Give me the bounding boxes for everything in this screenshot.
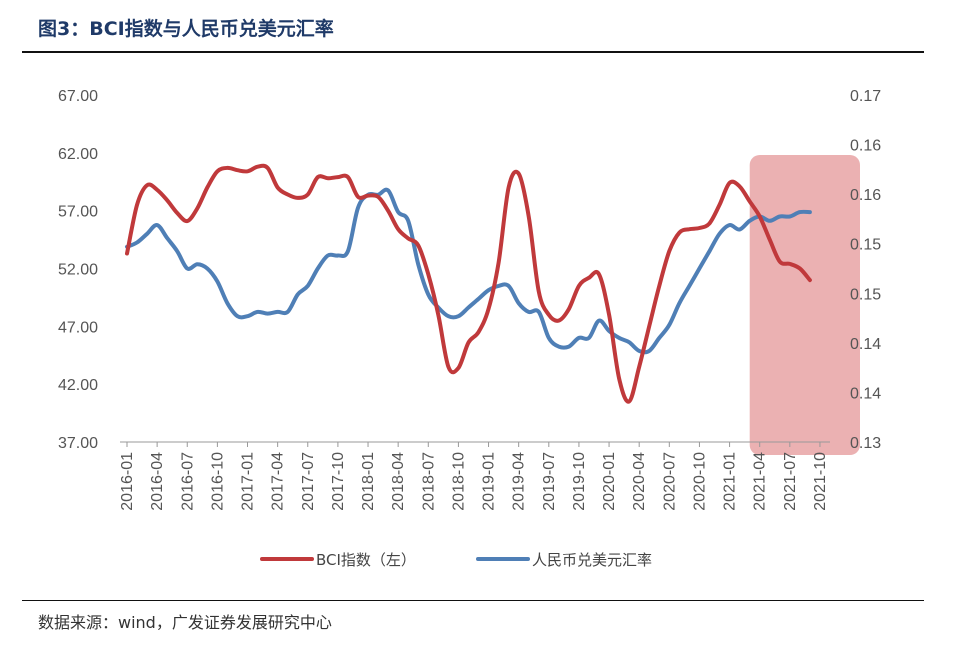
x-tick-label: 2020-01: [601, 452, 618, 511]
chart-canvas: 37.00 42.00 47.00 52.00 57.00 62.00 67.00 0.13 0…: [58, 88, 881, 569]
left-y-tick-label: 42.00: [58, 377, 98, 394]
x-tick-label: 2016-01: [119, 452, 136, 511]
x-tick-label: 2019-01: [481, 452, 498, 511]
x-tick-label: 2017-07: [300, 452, 317, 511]
x-tick-label: 2017-01: [240, 452, 257, 511]
x-tick-label: 2021-07: [782, 452, 799, 511]
x-tick-label: 2019-07: [541, 452, 558, 511]
x-tick-label: 2017-04: [270, 452, 287, 511]
title-rule: [22, 51, 924, 53]
series-line-bci: [125, 163, 812, 404]
right-y-tick-label: 0.17: [850, 88, 881, 105]
right-y-tick-label: 0.15: [850, 237, 881, 254]
source-rule: [22, 600, 924, 601]
highlight-region: [749, 155, 860, 455]
right-y-tick-label: 0.14: [850, 336, 881, 353]
x-tick-label: 2018-01: [360, 452, 377, 511]
left-y-tick-label: 37.00: [58, 435, 98, 452]
x-tick-label: 2018-04: [390, 452, 407, 511]
x-tick-label: 2020-04: [631, 452, 648, 511]
x-tick-label: 2019-04: [511, 452, 528, 511]
source-note: 数据来源：wind，广发证券发展研究中心: [38, 613, 332, 632]
x-tick-label: 2018-10: [450, 452, 467, 511]
left-y-tick-label: 62.00: [58, 146, 98, 163]
chart-title: 图3：BCI指数与人民币兑美元汇率: [38, 18, 334, 40]
right-y-tick-label: 0.16: [850, 187, 881, 204]
right-y-tick-label: 0.13: [850, 435, 881, 452]
left-y-tick-label: 52.00: [58, 262, 98, 279]
x-tick-label: 2019-10: [571, 452, 588, 511]
legend-label-fx: 人民币兑美元汇率: [532, 551, 652, 569]
x-tick-label: 2016-07: [179, 452, 196, 511]
left-y-tick-label: 57.00: [58, 204, 98, 221]
right-y-tick-label: 0.16: [850, 138, 881, 155]
x-tick-label: 2020-07: [661, 452, 678, 511]
x-tick-label: 2017-10: [330, 452, 347, 511]
x-tick-label: 2016-10: [209, 452, 226, 511]
x-tick-label: 2021-01: [722, 452, 739, 511]
right-y-tick-label: 0.14: [850, 385, 881, 402]
legend-label-bci: BCI指数（左）: [316, 551, 416, 569]
right-y-tick-label: 0.15: [850, 286, 881, 303]
x-tick-label: 2021-10: [812, 452, 829, 511]
x-tick-label: 2016-04: [149, 452, 166, 511]
left-y-tick-label: 67.00: [58, 88, 98, 105]
series-line-fx: [125, 187, 812, 355]
x-tick-label: 2020-10: [691, 452, 708, 511]
left-y-tick-label: 47.00: [58, 319, 98, 336]
x-tick-label: 2018-07: [420, 452, 437, 511]
x-tick-label: 2021-04: [752, 452, 769, 511]
